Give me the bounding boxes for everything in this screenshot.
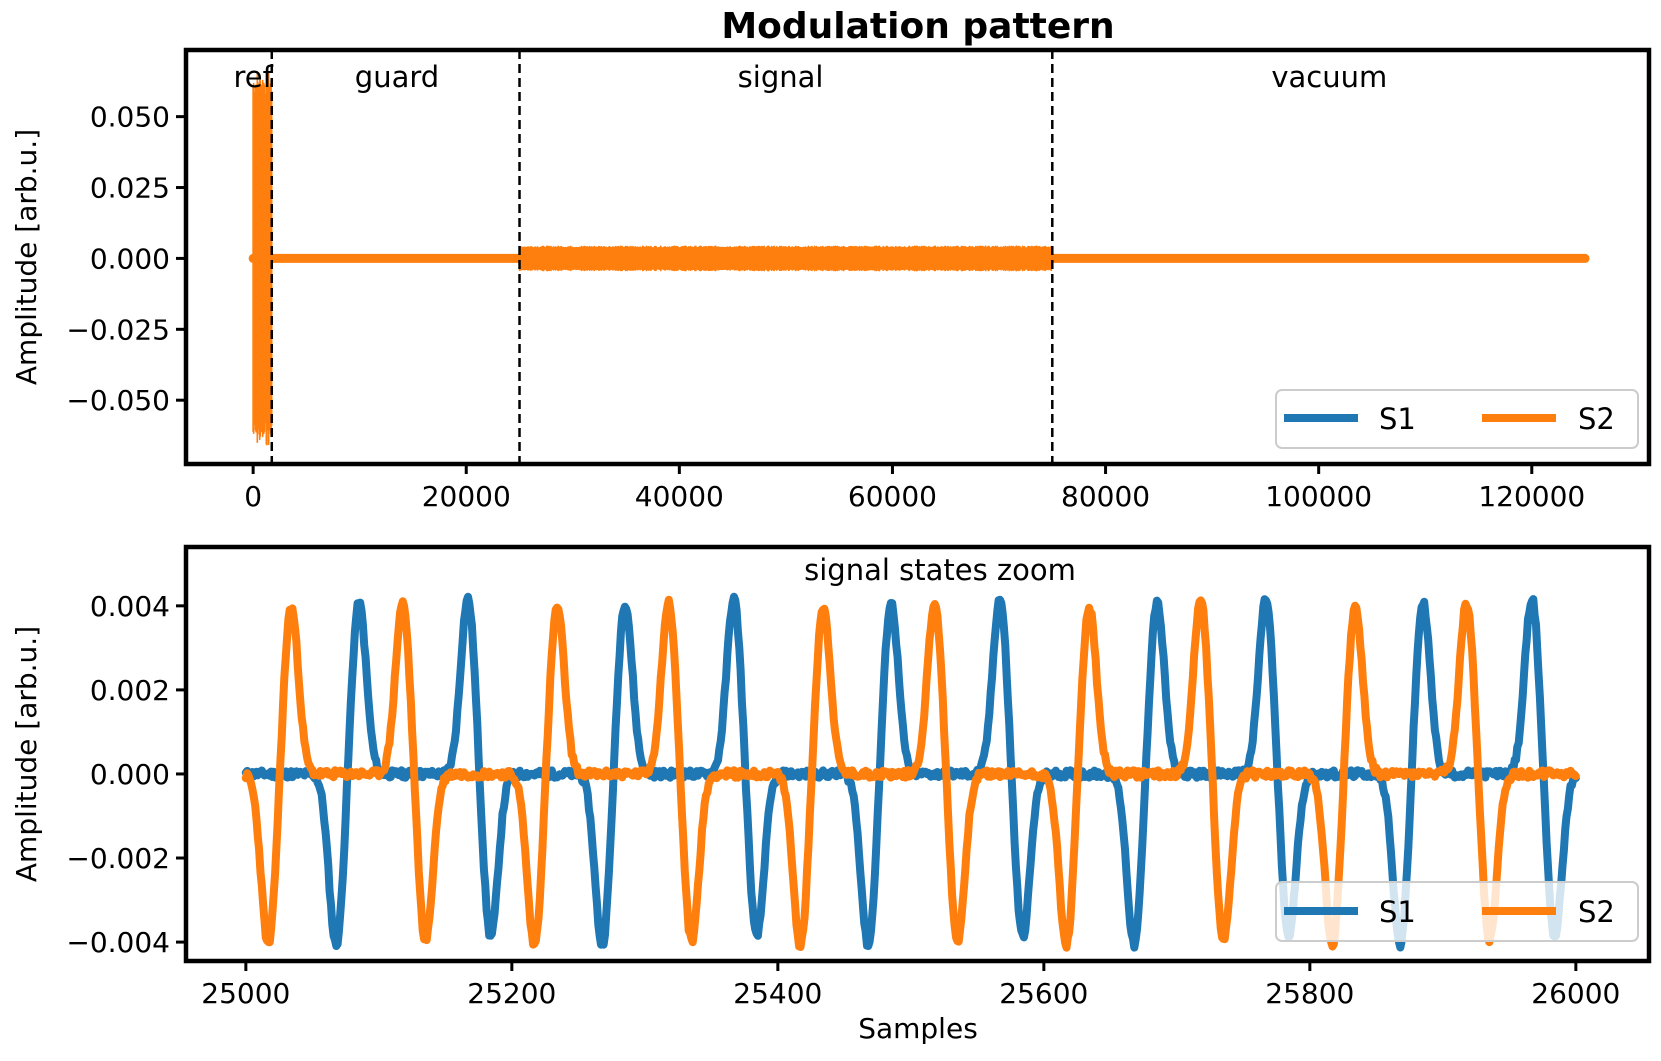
- top-y-axis-label: Amplitude [arb.u.]: [10, 129, 43, 385]
- bottom-plot: signal states zoom 25000 25200 25400 25600 2…: [10, 544, 1652, 1045]
- bottom-legend: S1 S2: [1275, 881, 1639, 942]
- top-plot-series: [248, 71, 1590, 446]
- top-legend-s2-label: S2: [1578, 402, 1615, 436]
- top-legend-box: [1275, 389, 1639, 449]
- top-y-tick-label: 0.050: [90, 101, 170, 134]
- region-label-signal: signal: [738, 60, 824, 94]
- bottom-y-tick-label: 0.004: [90, 590, 170, 623]
- bottom-x-axis: 25000 25200 25400 25600 25800 26000: [201, 961, 1620, 1010]
- bottom-x-tick-label: 25000: [201, 977, 290, 1010]
- top-plot: ref guard signal vacuum 0 20000 40000 60000 800…: [10, 47, 1652, 513]
- bottom-y-axis: 0.004 0.002 0.000 −0.002 −0.004: [66, 590, 186, 959]
- top-y-tick-label: 0.000: [90, 242, 170, 275]
- bottom-x-tick-label: 25400: [733, 977, 822, 1010]
- bottom-plot-title: signal states zoom: [804, 553, 1076, 587]
- bottom-legend-s2-label: S2: [1578, 895, 1615, 929]
- bottom-legend-box: [1275, 881, 1639, 942]
- top-legend: S1 S2: [1275, 389, 1639, 449]
- top-x-tick-label: 120000: [1478, 480, 1585, 513]
- top-x-tick-label: 100000: [1265, 480, 1372, 513]
- bottom-legend-s1-label: S1: [1379, 895, 1416, 929]
- region-labels: ref guard signal vacuum: [233, 60, 1387, 94]
- bottom-plot-frame: [183, 544, 1652, 964]
- bottom-y-tick-label: 0.002: [90, 674, 170, 707]
- top-y-tick-label: −0.050: [66, 384, 170, 417]
- top-y-tick-label: 0.025: [90, 172, 170, 205]
- bottom-x-tick-label: 25200: [467, 977, 556, 1010]
- region-label-ref: ref: [233, 60, 273, 94]
- bottom-x-tick-label: 26000: [1531, 977, 1620, 1010]
- series-S2-line: [241, 595, 1580, 952]
- bottom-x-tick-label: 25800: [1265, 977, 1354, 1010]
- top-x-tick-label: 60000: [848, 480, 937, 513]
- bottom-y-tick-label: 0.000: [90, 758, 170, 791]
- top-plot-frame: [183, 47, 1652, 467]
- top-x-tick-label: 0: [244, 480, 262, 513]
- region-boundaries: [270, 50, 1054, 464]
- bottom-y-tick-label: −0.004: [66, 926, 170, 959]
- top-legend-s1-label: S1: [1379, 402, 1416, 436]
- region-label-guard: guard: [355, 60, 439, 94]
- bottom-x-axis-label: Samples: [858, 1012, 978, 1045]
- top-y-tick-label: −0.025: [66, 313, 170, 346]
- top-x-tick-label: 40000: [635, 480, 724, 513]
- bottom-y-axis-label: Amplitude [arb.u.]: [10, 626, 43, 882]
- figure-title: Modulation pattern: [721, 6, 1114, 47]
- bottom-y-tick-label: −0.002: [66, 842, 170, 875]
- bottom-plot-series: [241, 592, 1580, 952]
- top-x-tick-label: 20000: [422, 480, 511, 513]
- region-label-vacuum: vacuum: [1271, 60, 1387, 94]
- top-x-axis: 0 20000 40000 60000 80000 100000 120000: [244, 464, 1585, 513]
- top-y-axis: 0.050 0.025 0.000 −0.025 −0.050: [66, 101, 186, 417]
- bottom-x-tick-label: 25600: [999, 977, 1088, 1010]
- top-x-tick-label: 80000: [1061, 480, 1150, 513]
